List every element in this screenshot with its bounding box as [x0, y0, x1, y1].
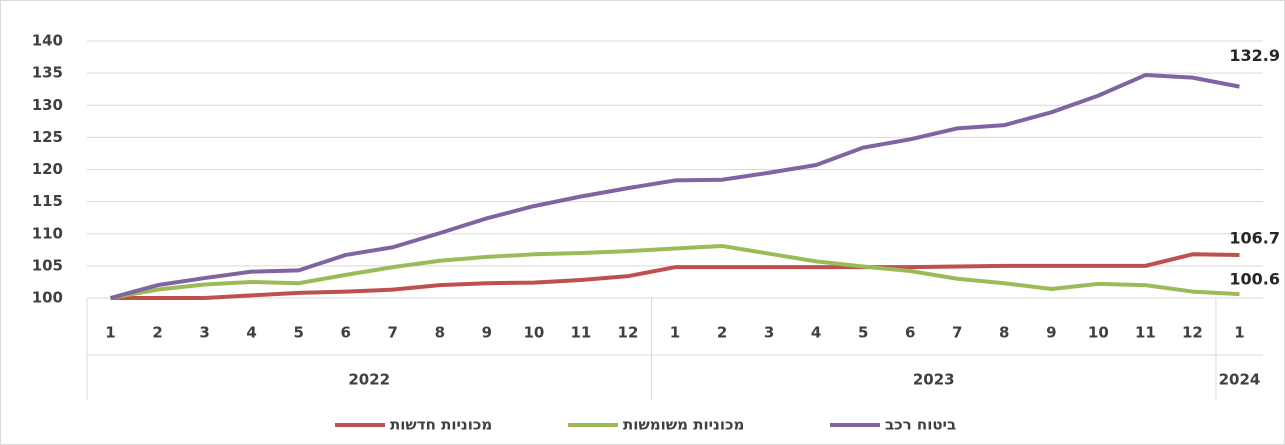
x-tick-label: 5 — [293, 324, 303, 342]
x-tick-label: 11 — [1135, 324, 1156, 342]
x-tick-label: 8 — [999, 324, 1009, 342]
y-tick-label: 140 — [32, 32, 63, 50]
x-tick-label: 2 — [717, 324, 727, 342]
x-tick-label: 7 — [952, 324, 962, 342]
x-tick-label: 8 — [435, 324, 445, 342]
y-tick-label: 110 — [32, 224, 63, 242]
x-tick-label: 10 — [523, 324, 544, 342]
data-label: 100.6 — [1229, 270, 1280, 289]
legend-label: ביטוח רכב — [885, 416, 956, 434]
x-tick-label: 1 — [105, 324, 115, 342]
x-tick-label: 1 — [1234, 324, 1244, 342]
legend-label: מכוניות משומשות — [623, 416, 744, 434]
y-tick-label: 130 — [32, 96, 63, 114]
x-tick-label: 6 — [905, 324, 915, 342]
x-tick-label: 9 — [1046, 324, 1056, 342]
y-tick-label: 120 — [32, 160, 63, 178]
x-tick-label: 12 — [618, 324, 639, 342]
y-tick-label: 100 — [32, 289, 63, 307]
x-tick-label: 5 — [858, 324, 868, 342]
series-line — [110, 243, 1240, 300]
data-label: 132.9 — [1229, 46, 1280, 65]
series-line — [110, 252, 1240, 300]
x-tick-label: 6 — [341, 324, 351, 342]
x-tick-label: 12 — [1182, 324, 1203, 342]
x-tick-label: 9 — [482, 324, 492, 342]
x-tick-label: 4 — [811, 324, 821, 342]
series-line — [109, 73, 1240, 300]
y-tick-label: 105 — [32, 256, 63, 274]
data-label: 106.7 — [1229, 228, 1280, 247]
x-tick-label: 3 — [764, 324, 774, 342]
y-tick-label: 115 — [32, 192, 63, 210]
x-tick-label: 2 — [152, 324, 162, 342]
x-tick-label: 3 — [199, 324, 209, 342]
x-tick-label: 1 — [670, 324, 680, 342]
year-label: 2022 — [348, 371, 390, 389]
x-tick-label: 4 — [246, 324, 256, 342]
y-tick-label: 125 — [32, 128, 63, 146]
year-label: 2023 — [913, 371, 955, 389]
x-tick-label: 11 — [570, 324, 591, 342]
year-label: 2024 — [1219, 371, 1261, 389]
x-tick-label: 7 — [388, 324, 398, 342]
legend-label: מכוניות חדשות — [390, 416, 492, 434]
x-tick-label: 10 — [1088, 324, 1109, 342]
y-tick-label: 135 — [32, 64, 63, 82]
